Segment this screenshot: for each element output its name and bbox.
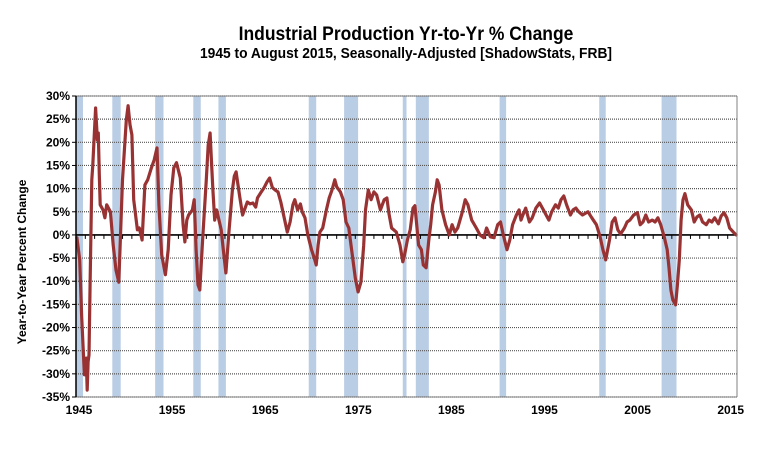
recession-bars [76,96,677,397]
y-tick-label: -25% [42,344,70,358]
series-layer [75,104,738,392]
y-axis-title: Year-to-Year Percent Change [15,179,29,344]
y-tick-label: 5% [53,205,71,219]
y-tick-label: 10% [46,182,70,196]
y-tick-label: -35% [42,390,70,404]
x-tick-labels: 1945 1955 1965 1975 1985 1995 2005 2015 [66,403,745,417]
x-tick-label: 1995 [531,403,558,417]
chart-title: Industrial Production Yr-to-Yr % Change [238,24,574,45]
y-tick-label: -20% [42,321,70,335]
y-tick-label: 30% [46,89,70,103]
chart-subtitle: 1945 to August 2015, Seasonally-Adjusted… [199,45,613,62]
recession-bar [155,96,164,397]
recession-bar [112,96,121,397]
x-tick-label: 1965 [252,403,279,417]
plot-frame [72,95,738,398]
x-tick-label: 2015 [717,403,744,417]
x-tick-label: 2005 [624,403,651,417]
y-tick-label: -5% [49,251,71,265]
y-tick-label: 25% [46,112,70,126]
recession-bar [415,96,429,397]
series-line [75,104,738,392]
recession-bar [308,96,317,397]
y-tick-label: -30% [42,367,70,381]
x-tick-label: 1945 [66,403,93,417]
y-tick-label: 15% [46,158,70,172]
recession-bar [499,96,507,397]
x-tick-label: 1975 [345,403,372,417]
recession-bar [661,96,677,397]
x-tick-label: 1985 [438,403,465,417]
y-tick-labels: 30% 25% 20% 15% 10% 5% 0% -5% -10% -15% -20% -25% -3… [42,89,70,404]
y-tick-label: -15% [42,297,70,311]
y-tick-label: -10% [42,274,70,288]
y-tick-label: 0% [53,228,71,242]
x-tick-label: 1955 [159,403,186,417]
y-tick-label: 20% [46,135,70,149]
